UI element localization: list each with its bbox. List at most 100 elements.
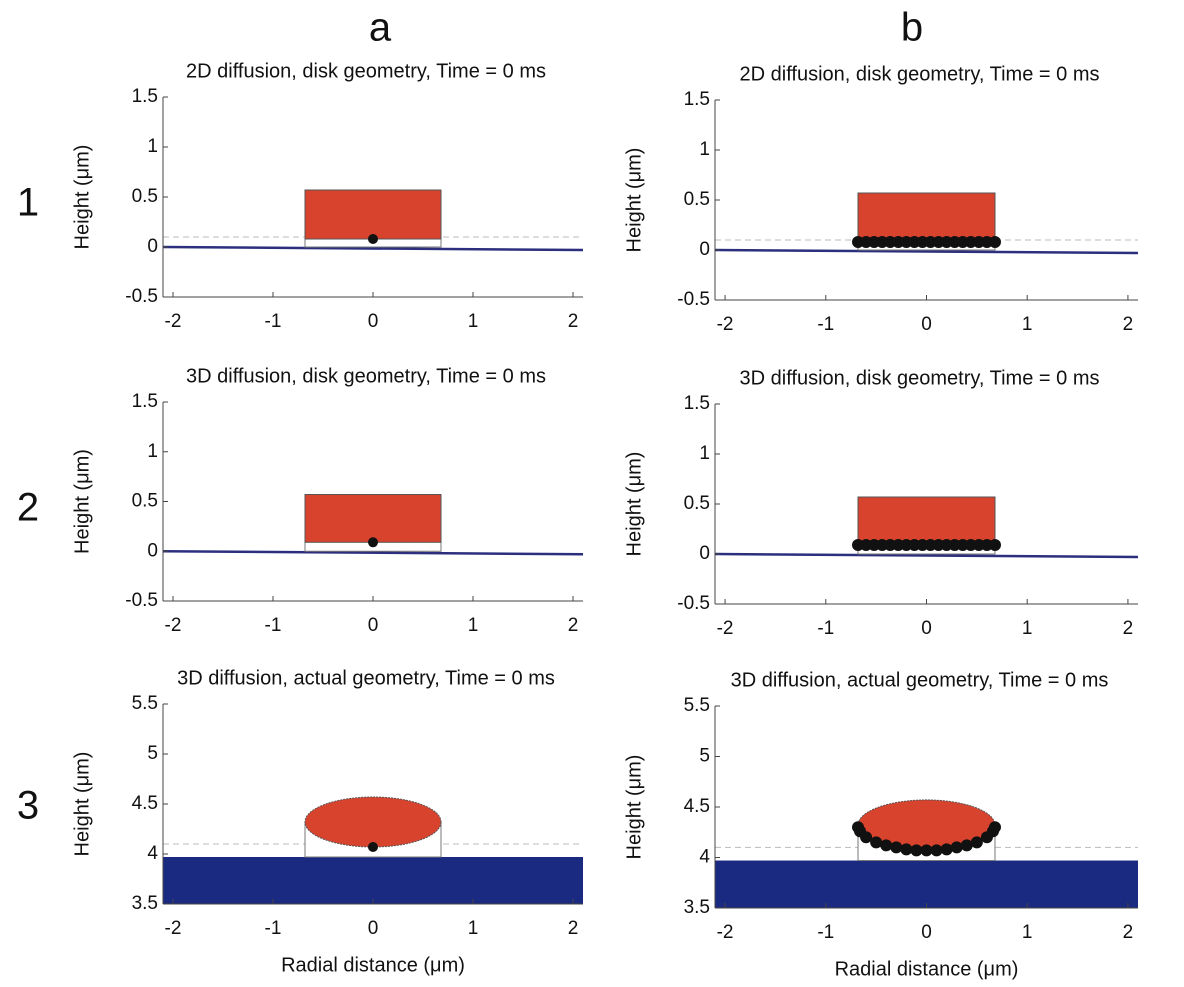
- y-tick-label: 1: [699, 139, 710, 160]
- y-tick-label: 0.5: [684, 189, 710, 210]
- point: [860, 831, 873, 844]
- y-tick-label: 0.5: [132, 491, 158, 512]
- y-tick-label: 0: [147, 236, 158, 257]
- x-tick-label: 0: [921, 314, 932, 335]
- panel: 3.5 4 4.5 5 5.5 -2 -1 0 1 2 3D diffusion, actual g…: [71, 667, 583, 976]
- y-tick-label: 5: [147, 743, 158, 764]
- x-tick-label: 2: [1123, 922, 1134, 943]
- x-tick-label: -2: [717, 618, 734, 639]
- point: [988, 821, 1001, 834]
- point: [910, 844, 923, 857]
- point: [368, 537, 378, 548]
- point: [970, 836, 983, 849]
- panel: -0.5 0 0.5 1 1.5 -2 -1 0 1 2 3D diffusion, disk ge…: [623, 367, 1139, 639]
- y-axis-label: Height (μm): [71, 449, 93, 554]
- y-tick-label: 1: [699, 443, 710, 464]
- y-tick-label: 5.5: [132, 693, 158, 714]
- row-label: 1: [17, 181, 39, 225]
- point: [900, 843, 913, 856]
- panel-title: 3D diffusion, disk geometry, Time = 0 ms: [186, 365, 546, 387]
- x-tick-label: -2: [165, 311, 182, 332]
- x-tick-label: 0: [921, 618, 932, 639]
- y-tick-label: 4: [147, 843, 158, 864]
- y-tick-label: 5: [699, 746, 710, 767]
- x-tick-label: -2: [717, 314, 734, 335]
- x-tick-label: -1: [817, 314, 834, 335]
- y-axis-label: Height (μm): [623, 148, 645, 253]
- x-tick-label: 2: [568, 615, 579, 636]
- y-tick-label: -0.5: [125, 590, 158, 611]
- x-tick-label: 0: [921, 922, 932, 943]
- y-tick-label: -0.5: [125, 286, 158, 307]
- y-tick-label: 4.5: [684, 796, 710, 817]
- y-tick-label: 0.5: [684, 493, 710, 514]
- body: [304, 796, 442, 848]
- y-tick-label: 0: [147, 540, 158, 561]
- x-tick-label: 1: [1022, 314, 1033, 335]
- x-tick-label: -1: [817, 922, 834, 943]
- point: [988, 539, 1001, 551]
- y-tick-label: 1.5: [684, 393, 710, 414]
- point: [368, 842, 378, 852]
- panel: 3.5 4 4.5 5 5.5 -2 -1 0 1 2 3D diffusion, actual g…: [623, 669, 1138, 980]
- panel-title: 3D diffusion, actual geometry, Time = 0 …: [731, 669, 1109, 691]
- x-tick-label: -1: [817, 618, 834, 639]
- body: [304, 494, 442, 543]
- y-tick-label: 1.5: [684, 89, 710, 110]
- y-tick-label: 0: [699, 239, 710, 260]
- x-tick-label: 1: [468, 918, 479, 939]
- y-tick-label: 1.5: [132, 86, 158, 107]
- point: [890, 841, 903, 854]
- x-tick-label: 2: [568, 311, 579, 332]
- x-tick-label: -2: [717, 922, 734, 943]
- y-tick-label: 1: [147, 136, 158, 157]
- y-tick-label: 3.5: [132, 893, 158, 914]
- y-tick-label: 4.5: [132, 793, 158, 814]
- y-tick-label: 0.5: [132, 186, 158, 207]
- x-tick-label: 2: [1123, 314, 1134, 335]
- x-tick-label: -1: [265, 918, 282, 939]
- x-tick-label: 2: [568, 918, 579, 939]
- panel: -0.5 0 0.5 1 1.5 -2 -1 0 1 2 2D diffusion, disk ge…: [71, 60, 584, 332]
- x-tick-label: 1: [1022, 618, 1033, 639]
- point: [880, 839, 893, 852]
- body: [857, 192, 996, 243]
- point: [988, 236, 1001, 248]
- y-tick-label: -0.5: [677, 289, 710, 310]
- y-tick-label: 3.5: [684, 897, 710, 918]
- x-tick-label: 0: [368, 615, 379, 636]
- panel-title: 3D diffusion, disk geometry, Time = 0 ms: [740, 367, 1100, 389]
- row-label: 2: [17, 486, 39, 530]
- x-axis-label: Radial distance (μm): [281, 954, 465, 976]
- y-axis-label: Height (μm): [623, 452, 645, 557]
- substrate-band: [715, 860, 1138, 908]
- row-label: 3: [17, 784, 39, 828]
- point: [870, 836, 883, 849]
- substrate-line: [162, 245, 584, 252]
- y-axis-label: Height (μm): [71, 145, 93, 250]
- point: [950, 841, 963, 854]
- panel: -0.5 0 0.5 1 1.5 -2 -1 0 1 2 3D diffusion, disk ge…: [71, 365, 584, 636]
- panel: -0.5 0 0.5 1 1.5 -2 -1 0 1 2 2D diffusion, disk ge…: [623, 63, 1139, 335]
- panel-title: 2D diffusion, disk geometry, Time = 0 ms: [186, 60, 546, 82]
- x-tick-label: 0: [368, 918, 379, 939]
- y-axis-label: Height (μm): [623, 755, 645, 860]
- substrate-line: [162, 550, 584, 556]
- x-tick-label: 1: [1022, 922, 1033, 943]
- panel-title: 2D diffusion, disk geometry, Time = 0 ms: [740, 63, 1100, 85]
- column-label: b: [901, 6, 923, 50]
- point: [920, 844, 933, 857]
- point: [368, 234, 378, 244]
- point: [960, 839, 973, 852]
- substrate-line: [714, 248, 1139, 255]
- y-axis-label: Height (μm): [71, 752, 93, 857]
- x-tick-label: -2: [165, 615, 182, 636]
- y-tick-label: 0: [699, 543, 710, 564]
- point: [930, 844, 943, 857]
- x-tick-label: -1: [265, 311, 282, 332]
- x-tick-label: 1: [468, 311, 479, 332]
- x-tick-label: 2: [1123, 618, 1134, 639]
- x-tick-label: 1: [468, 615, 479, 636]
- body: [304, 189, 442, 240]
